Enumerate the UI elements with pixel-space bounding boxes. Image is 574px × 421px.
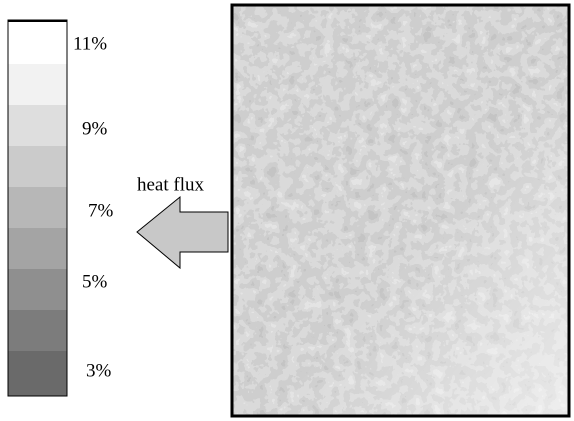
scale-step xyxy=(8,105,67,146)
scale-step xyxy=(8,146,67,187)
image-highlight xyxy=(232,5,569,416)
scale-step xyxy=(8,269,67,310)
figure: 11% 9% 7% 5% 3% heat flux xyxy=(0,0,574,421)
scale-step xyxy=(8,351,67,396)
scale-step xyxy=(8,228,67,269)
scale-step xyxy=(8,22,67,64)
heat-flux-arrow xyxy=(137,197,228,268)
scale-label: 7% xyxy=(88,200,114,221)
color-scale xyxy=(8,20,67,396)
scale-step xyxy=(8,187,67,228)
scale-label: 9% xyxy=(82,118,108,139)
scale-label: 5% xyxy=(82,271,108,292)
scale-step xyxy=(8,64,67,105)
thermal-image xyxy=(232,5,569,416)
scale-label: 3% xyxy=(86,360,112,381)
arrow-label: heat flux xyxy=(137,174,205,195)
scale-label: 11% xyxy=(73,33,107,54)
scale-step xyxy=(8,310,67,351)
